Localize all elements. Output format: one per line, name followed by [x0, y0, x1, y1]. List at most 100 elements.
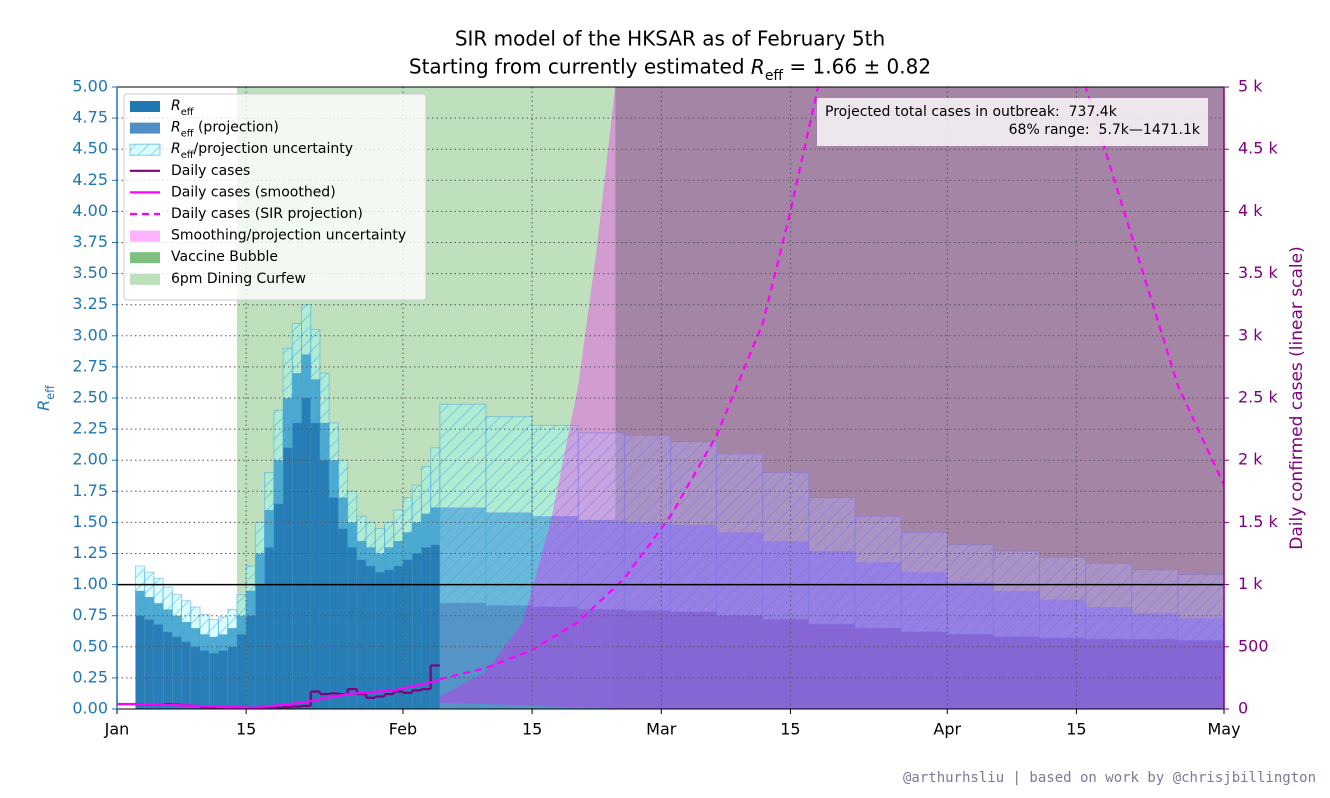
y2-tick-label: 500 [1238, 636, 1269, 655]
y2-tick-label: 0 [1238, 699, 1248, 718]
uncertainty-band [291, 322, 302, 424]
uncertainty-band [623, 434, 671, 612]
y-tick-label: 2.75 [72, 356, 108, 375]
uncertainty-band [310, 329, 321, 424]
bar [421, 513, 431, 709]
bar [283, 398, 293, 709]
x-tick-label: 15 [1066, 720, 1086, 739]
bar [190, 628, 201, 709]
uncertainty-band [762, 472, 810, 620]
uncertainty-band [199, 613, 210, 652]
y-tick-label: 1.00 [72, 574, 108, 593]
uncertainty-band [1085, 562, 1133, 640]
legend-swatch [130, 273, 160, 285]
bar [264, 509, 274, 709]
annotation: Projected total cases in outbreak: 737.4… [817, 98, 1208, 146]
y-tick-label: 3.75 [72, 232, 108, 251]
x-tick-label: Mar [646, 720, 677, 739]
bar [209, 636, 219, 709]
legend-label: Vaccine Bubble [171, 249, 278, 265]
uncertainty-band [134, 565, 146, 617]
legend-label: Reff (projection) [171, 120, 279, 140]
x-tick-label: May [1207, 720, 1240, 739]
bar [181, 621, 191, 709]
uncertainty-band [208, 618, 219, 654]
uncertainty-band [301, 304, 312, 399]
chart-subtitle: Starting from currently estimated Reff =… [409, 55, 931, 85]
uncertainty-band [236, 594, 247, 635]
y2-tick-label: 1 k [1238, 574, 1263, 593]
bar [301, 354, 311, 709]
y-tick-label: 1.25 [72, 543, 108, 562]
bar [135, 590, 145, 709]
y-tick-label: 1.75 [72, 481, 108, 500]
y2-tick-label: 3 k [1238, 325, 1263, 344]
bar [402, 532, 413, 709]
bar [338, 497, 348, 709]
uncertainty-band [900, 531, 948, 633]
bar [430, 507, 440, 709]
legend-swatch [130, 101, 160, 112]
y-tick-label: 4.50 [72, 139, 108, 158]
legend-swatch [130, 230, 160, 242]
y2-tick-label: 2 k [1238, 450, 1263, 469]
y-tick-label: 3.00 [72, 325, 108, 344]
y-tick-label: 1.50 [72, 512, 108, 531]
y2-tick-label: 3.5 k [1238, 263, 1279, 282]
uncertainty-band [716, 453, 764, 617]
bar [366, 547, 376, 709]
bar [218, 634, 228, 709]
legend-label: Daily cases [171, 163, 250, 179]
y-tick-label: 0.00 [72, 699, 108, 718]
legend-swatch [130, 122, 160, 134]
uncertainty-band [347, 490, 358, 548]
uncertainty-band [670, 441, 718, 613]
bar [153, 603, 164, 709]
uncertainty-band [808, 497, 856, 625]
uncertainty-band [531, 424, 579, 608]
y-tick-label: 0.75 [72, 605, 108, 624]
bar [236, 615, 247, 709]
chart-title: SIR model of the HKSAR as of February 5t… [455, 27, 885, 51]
bar [319, 422, 330, 709]
uncertainty-band [337, 459, 349, 530]
y-tick-label: 0.50 [72, 636, 108, 655]
uncertainty-band [577, 432, 625, 610]
annotation-text: 68% range: 5.7k—1471.1k [1009, 122, 1201, 138]
bar [163, 609, 173, 709]
bar [227, 628, 237, 709]
x-tick-label: 15 [236, 720, 256, 739]
y-tick-label: 0.25 [72, 667, 108, 686]
uncertainty-band [162, 586, 173, 633]
bar [144, 597, 154, 709]
legend-label: Reff [171, 98, 194, 118]
bar [310, 379, 320, 709]
bar [393, 541, 403, 709]
uncertainty-band [402, 497, 413, 561]
uncertainty-band [365, 521, 376, 567]
y-tick-label: 4.00 [72, 201, 108, 220]
uncertainty-band [485, 416, 533, 607]
y-tick-label: 5.00 [72, 77, 108, 96]
uncertainty-band [190, 606, 201, 648]
uncertainty-band [1039, 556, 1087, 639]
annotation-text: Projected total cases in outbreak: 737.4… [825, 104, 1118, 120]
x-tick-label: Jan [104, 720, 130, 739]
bar [384, 547, 394, 709]
x-tick-label: Apr [933, 720, 961, 739]
bar [356, 541, 367, 709]
line [439, 87, 1224, 681]
uncertainty-band [1177, 574, 1224, 642]
y2-tick-label: 4.5 k [1238, 139, 1279, 158]
y-tick-label: 2.00 [72, 450, 108, 469]
uncertainty-band [411, 484, 422, 554]
y-tick-label: 2.25 [72, 419, 108, 438]
uncertainty-band [393, 509, 404, 567]
legend-swatch [129, 143, 161, 156]
uncertainty-band [992, 550, 1040, 638]
uncertainty-band [854, 515, 902, 629]
uncertainty-band [245, 565, 256, 617]
uncertainty-band [1131, 569, 1179, 640]
y-tick-label: 2.50 [72, 388, 108, 407]
